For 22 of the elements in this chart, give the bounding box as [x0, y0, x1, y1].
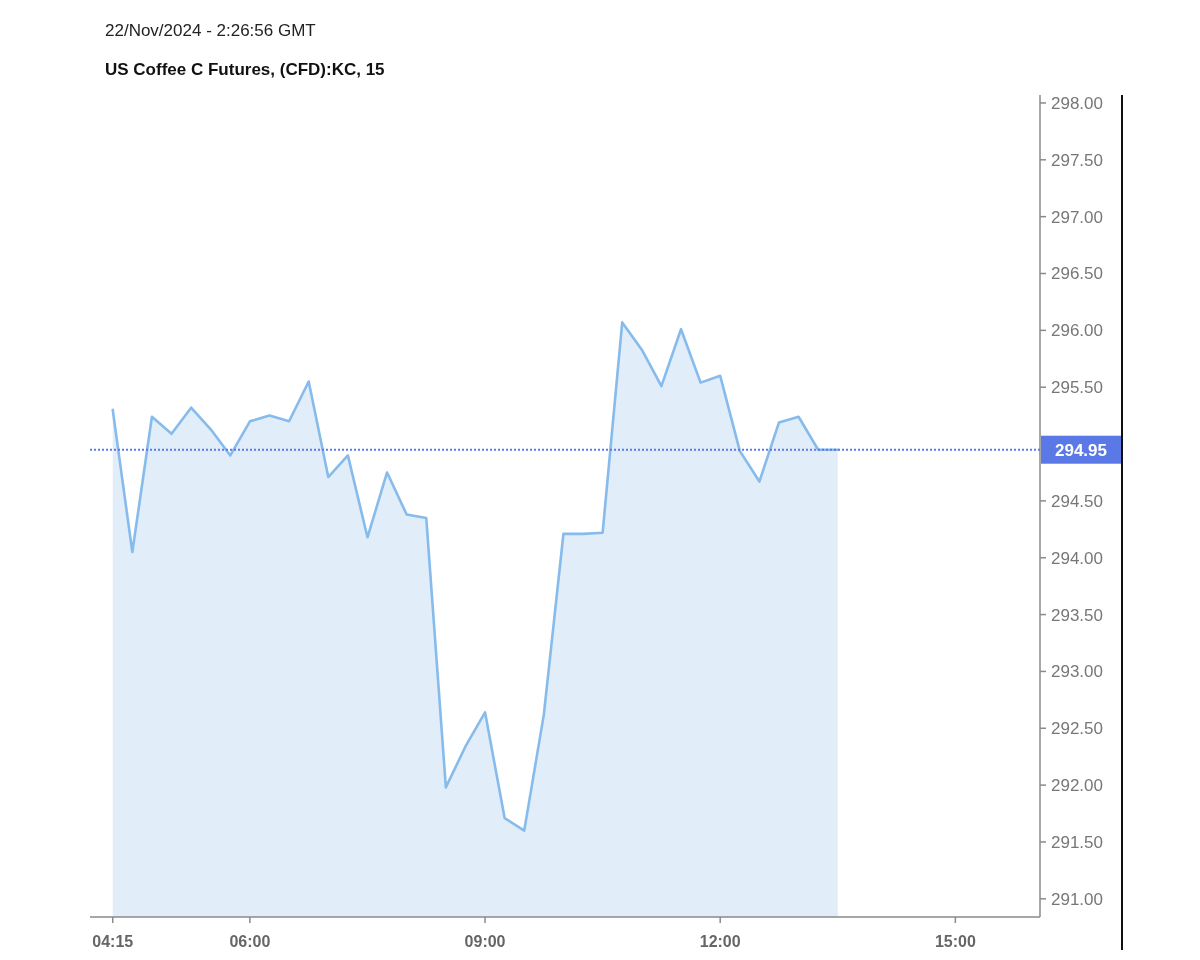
y-tick-label: 296.00 — [1051, 321, 1103, 341]
y-tick-label: 294.00 — [1051, 548, 1103, 568]
x-tick-label: 04:15 — [92, 933, 134, 950]
x-tick-label: 12:00 — [699, 933, 741, 950]
y-tick-label: 297.00 — [1051, 207, 1103, 227]
x-tick-label: 15:00 — [934, 933, 976, 950]
y-tick-label: 297.50 — [1051, 150, 1103, 170]
text: 22/Nov/2024 - 2:26:56 GMT — [105, 21, 316, 40]
y-tick-label: 293.00 — [1051, 662, 1103, 682]
x-tick-label: 09:00 — [464, 933, 506, 950]
y-tick-label: 291.00 — [1051, 889, 1103, 909]
y-tick-label: 294.50 — [1051, 491, 1103, 511]
y-tick-label: 296.50 — [1051, 264, 1103, 284]
y-tick-label: 292.50 — [1051, 719, 1103, 739]
chart-title: US Coffee C Futures, (CFD):KC, 15 — [105, 60, 385, 79]
y-tick-label: 293.50 — [1051, 605, 1103, 625]
ref-line-label: 294.95 — [1055, 440, 1107, 460]
y-tick-label: 291.50 — [1051, 832, 1103, 852]
y-tick-label: 292.00 — [1051, 776, 1103, 796]
y-tick-label: 298.00 — [1051, 93, 1103, 113]
y-tick-label: 295.50 — [1051, 378, 1103, 398]
x-tick-label: 06:00 — [229, 933, 271, 950]
